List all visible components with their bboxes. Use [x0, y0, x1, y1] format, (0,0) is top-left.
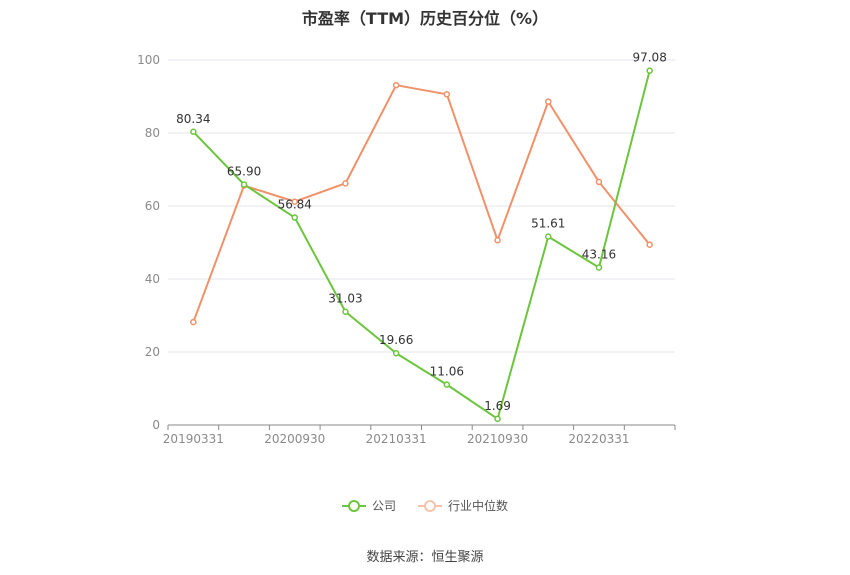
data-point-industry-median	[443, 91, 451, 98]
data-labels: 80.34 65.90 56.84 31.03 19.66 11.06 1.69 51.61 4…	[176, 51, 667, 413]
data-point-company	[443, 381, 451, 388]
x-tick-label: 20210930	[467, 432, 528, 446]
legend-item-company[interactable]: 公司	[341, 497, 396, 514]
series-lines	[190, 67, 653, 423]
data-point-industry-median	[646, 241, 653, 248]
legend-swatch-industry-median	[418, 499, 442, 513]
legend-label-industry-median: 行业中位数	[448, 499, 509, 513]
data-label-company: 51.61	[531, 217, 565, 231]
legend: 公司 行业中位数	[0, 497, 850, 514]
data-point-company	[545, 233, 552, 240]
y-tick-label: 100	[137, 53, 160, 67]
data-label-company: 19.66	[379, 333, 413, 347]
chart-title: 市盈率（TTM）历史百分位（%）	[301, 9, 549, 28]
data-source: 数据来源：恒生聚源	[366, 550, 484, 565]
y-tick-label: 80	[145, 126, 160, 140]
y-tick-label: 60	[145, 199, 160, 213]
series-line-company	[192, 70, 651, 420]
legend-label-company: 公司	[371, 499, 396, 513]
data-label-company: 65.90	[227, 164, 261, 178]
data-point-industry-median	[595, 178, 603, 186]
series-line-industry-median	[192, 84, 651, 323]
data-point-company	[240, 181, 248, 188]
y-tick-label: 0	[152, 418, 160, 432]
data-point-company	[494, 415, 501, 423]
legend-item-industry-median[interactable]: 行业中位数	[418, 497, 508, 514]
data-point-industry-median	[190, 318, 197, 326]
data-point-industry-median	[342, 180, 349, 187]
axes: 0 20 40 60 80 100 20190331 20200930 20210331 2021…	[137, 53, 676, 446]
data-label-company: 11.06	[430, 365, 464, 379]
data-point-industry-median	[545, 98, 552, 105]
data-label-company: 1.69	[484, 399, 511, 413]
data-point-company	[190, 128, 197, 136]
data-label-company: 80.34	[176, 112, 210, 126]
x-tick-label: 20220331	[568, 432, 629, 446]
data-point-company	[646, 67, 653, 74]
data-point-company	[291, 214, 298, 221]
legend-swatch-company	[341, 499, 366, 513]
data-point-company	[595, 264, 603, 271]
data-point-company	[392, 349, 400, 357]
data-point-industry-median	[494, 237, 501, 244]
data-label-company: 97.08	[632, 51, 666, 65]
y-tick-label: 40	[145, 272, 160, 286]
y-tick-label: 20	[145, 345, 160, 359]
x-tick-label: 20190331	[163, 432, 224, 446]
data-label-company: 31.03	[328, 292, 362, 306]
x-tick-label: 20210331	[366, 432, 427, 446]
grid-lines	[168, 59, 675, 353]
x-tick-label: 20200930	[264, 432, 325, 446]
data-point-industry-median	[291, 198, 298, 205]
data-label-company: 56.84	[278, 198, 312, 212]
data-label-company: 43.16	[582, 247, 616, 261]
data-point-industry-median	[392, 81, 400, 89]
data-point-company	[342, 308, 349, 315]
